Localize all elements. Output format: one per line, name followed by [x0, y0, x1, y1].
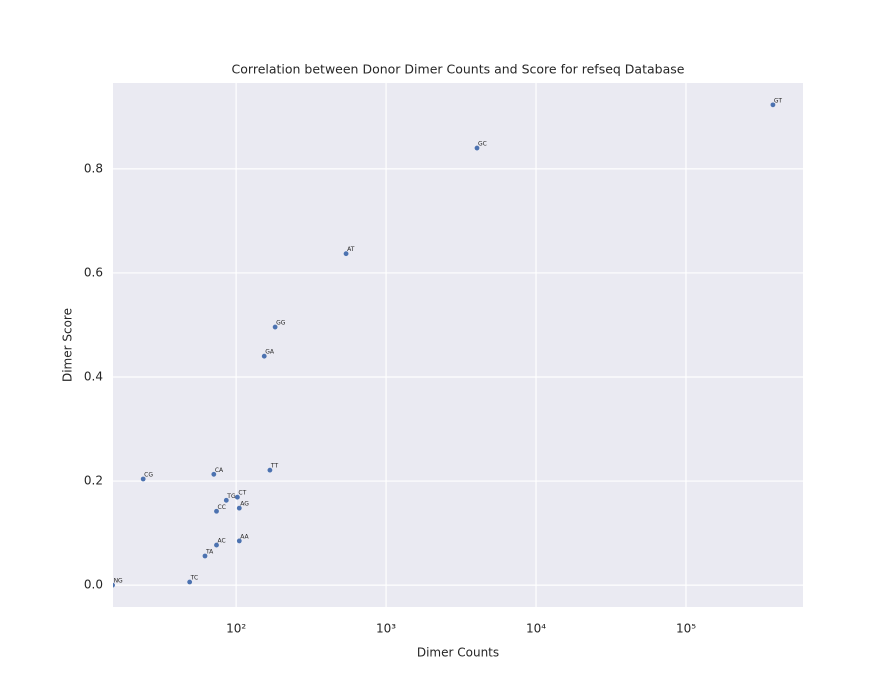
y-tick-label: 0.0 [84, 578, 103, 592]
point-label: AG [240, 501, 249, 508]
point-label: AT [347, 246, 355, 253]
point-label: TA [205, 549, 214, 556]
point [261, 353, 267, 359]
x-tick-label: 10⁴ [526, 622, 546, 636]
y-axis-label: Dimer Score [61, 308, 75, 382]
point [236, 538, 242, 544]
point [202, 553, 208, 559]
point [140, 476, 146, 482]
point [214, 508, 219, 514]
x-tick-label: 10³ [376, 622, 396, 636]
point-label: GC [478, 141, 487, 148]
point-label: GA [265, 349, 275, 356]
point-label: NG [114, 578, 123, 585]
point [343, 251, 349, 257]
y-tick-label: 0.8 [84, 161, 103, 175]
x-tick-label: 10² [226, 622, 246, 636]
y-tick-label: 0.4 [84, 370, 103, 384]
point [474, 145, 480, 151]
point [187, 579, 193, 585]
point-label: TC [190, 575, 199, 582]
plot-area [113, 83, 803, 607]
point-label: AA [240, 533, 249, 540]
point [211, 471, 217, 477]
y-tick-label: 0.2 [84, 474, 103, 488]
x-tick-label: 10⁵ [676, 622, 696, 636]
point [223, 497, 229, 503]
point [272, 324, 278, 330]
point-label: AC [218, 538, 226, 545]
point-label: CC [218, 504, 226, 511]
chart-title: Correlation between Donor Dimer Counts a… [232, 62, 685, 77]
point [235, 494, 240, 500]
point-label: CA [215, 467, 224, 474]
point [770, 102, 776, 108]
y-tick-label: 0.6 [84, 265, 103, 279]
point-label: GG [276, 320, 286, 327]
point [267, 467, 273, 473]
x-axis-label: Dimer Counts [417, 646, 499, 660]
point-label: CT [238, 490, 246, 497]
point [214, 542, 219, 548]
point [236, 505, 242, 511]
point-label: CG [144, 471, 153, 478]
point-label: TT [270, 463, 279, 470]
point [113, 582, 115, 588]
point-label: GT [774, 97, 782, 104]
point-label: TG [226, 493, 236, 500]
